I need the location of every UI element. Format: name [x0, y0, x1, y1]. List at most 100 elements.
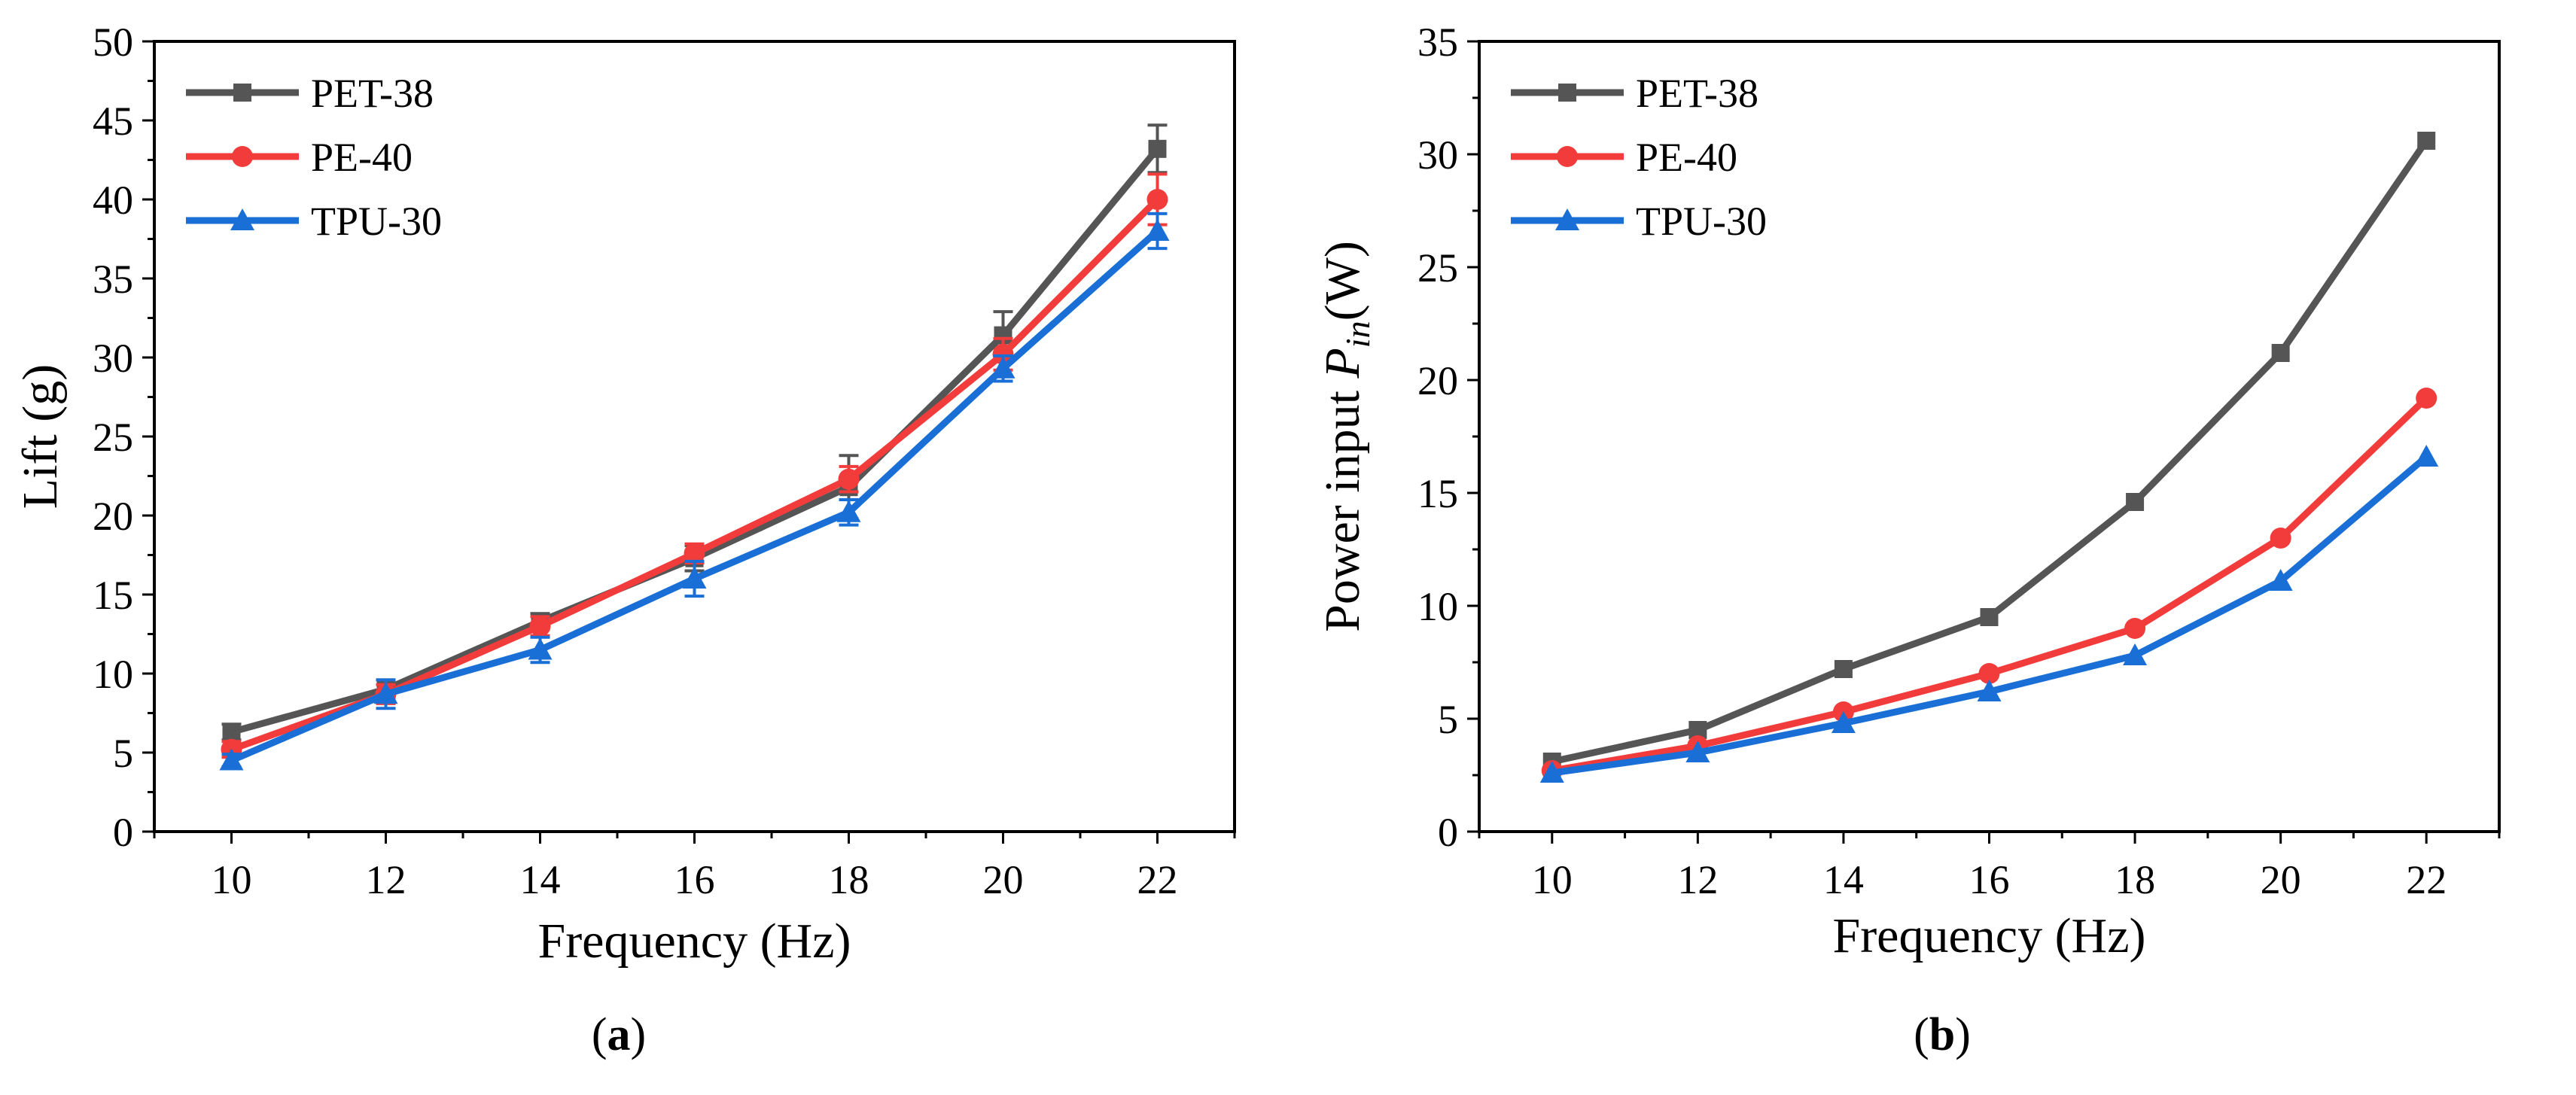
- x-tick-label: 14: [1823, 857, 1864, 902]
- series-pe-40: [221, 172, 1168, 760]
- data-point: [2124, 618, 2146, 639]
- y-tick-label: 10: [93, 652, 133, 697]
- data-point: [2126, 493, 2145, 511]
- data-point: [1685, 741, 1710, 762]
- panel-label-close: ): [631, 1009, 647, 1060]
- x-tick-label: 20: [983, 857, 1024, 902]
- data-point: [2416, 388, 2437, 409]
- series-tpu-30: [1539, 445, 2439, 783]
- data-point: [684, 543, 705, 564]
- chart-panel-b: 0 5 10 15 20 25 30 35 10 12 14 16 18 20 22 Frequency (H…: [1315, 20, 2501, 1060]
- x-tick-label: 18: [829, 857, 869, 902]
- data-point: [838, 468, 860, 490]
- legend-label: TPU-30: [311, 199, 442, 244]
- legend-marker: [232, 146, 253, 167]
- y-tick-label: 40: [93, 178, 133, 223]
- legend: PET-38 PE-40 TPU-30: [186, 71, 442, 244]
- x-tick-label: 18: [2115, 857, 2155, 902]
- y-axis-label: Power input Pin(W): [1315, 241, 1377, 632]
- data-point: [836, 500, 861, 522]
- x-tick-label: 16: [1969, 857, 2010, 902]
- y-tick-label: 25: [1417, 245, 1458, 290]
- legend: PET-38 PE-40 TPU-30: [1511, 71, 1767, 244]
- legend-marker: [1555, 208, 1579, 230]
- series-line: [1551, 395, 2429, 774]
- legend-label: PE-40: [311, 135, 413, 180]
- x-tick-label: 10: [1532, 857, 1573, 902]
- x-tick-label: 12: [1677, 857, 1718, 902]
- data-point: [1831, 711, 1856, 733]
- y-axis-label: Lift (g): [13, 364, 68, 509]
- y-tick-label: 30: [93, 336, 133, 381]
- data-point: [2270, 528, 2291, 549]
- data-point: [1145, 219, 1170, 241]
- y-tick-label: 0: [1438, 810, 1458, 855]
- x-axis-label: Frequency (Hz): [1833, 908, 2146, 963]
- data-point: [1978, 663, 2000, 684]
- y-axis-label-subscript: in: [1338, 321, 1377, 348]
- x-tick-label: 14: [520, 857, 561, 902]
- legend-label: PE-40: [1636, 135, 1737, 180]
- data-point: [2271, 344, 2290, 362]
- panel-label: (a): [592, 1009, 646, 1060]
- chart-panel-a: 0 5 10 15 20 25 30 35 40 45 50 10 12 14 16 18 20 22 Freque…: [13, 20, 1236, 1060]
- data-point: [1148, 139, 1167, 158]
- y-axis-label-suffix: (W): [1315, 241, 1370, 321]
- series-line: [230, 196, 1160, 753]
- legend-marker: [1558, 84, 1576, 102]
- x-tick-label: 20: [2261, 857, 2301, 902]
- panel-label-letter: a: [607, 1009, 631, 1060]
- x-tick-label: 22: [1137, 857, 1178, 902]
- panel-label-letter: b: [1929, 1009, 1955, 1060]
- y-tick-label: 35: [1417, 20, 1458, 65]
- series-pe-40: [1541, 388, 2437, 781]
- data-point: [1539, 761, 1564, 783]
- legend-marker: [1557, 146, 1578, 167]
- y-tick-label: 15: [93, 573, 133, 618]
- data-point: [219, 748, 244, 771]
- series-tpu-30: [219, 211, 1170, 771]
- legend-marker: [233, 84, 251, 102]
- legend-label: TPU-30: [1636, 199, 1767, 244]
- panel-label-open: (: [1914, 1009, 1929, 1060]
- y-tick-label: 25: [93, 415, 133, 460]
- x-tick-label: 12: [366, 857, 406, 902]
- data-point: [2417, 132, 2436, 150]
- y-tick-label: 30: [1417, 132, 1458, 178]
- y-tick-label: 45: [93, 99, 133, 144]
- data-point: [1977, 680, 2002, 701]
- y-tick-label: 0: [113, 810, 133, 855]
- x-tick-label: 16: [674, 857, 715, 902]
- data-point: [2414, 445, 2439, 467]
- legend-label: PET-38: [311, 71, 434, 116]
- legend-marker: [230, 208, 254, 230]
- panel-label-close: ): [1955, 1009, 1971, 1060]
- panel-label: (b): [1914, 1009, 1971, 1060]
- y-tick-label: 20: [1417, 358, 1458, 403]
- data-point: [682, 567, 707, 589]
- data-point: [1146, 189, 1168, 210]
- data-point: [1834, 660, 1853, 678]
- y-tick-label: 20: [93, 494, 133, 539]
- data-point: [991, 356, 1015, 379]
- x-tick-label: 22: [2406, 857, 2447, 902]
- plot-frame: [1478, 40, 2501, 833]
- data-point: [222, 722, 241, 741]
- data-point: [2123, 643, 2148, 665]
- data-point: [2268, 569, 2293, 591]
- y-tick-label: 5: [1438, 697, 1458, 742]
- y-axis-label-symbol: P: [1315, 348, 1370, 379]
- y-axis-label-prefix: Power input: [1315, 379, 1370, 632]
- legend-label: PET-38: [1636, 71, 1758, 116]
- x-axis-label: Frequency (Hz): [538, 914, 851, 969]
- data-point: [529, 616, 551, 637]
- data-point: [528, 637, 553, 660]
- panel-label-open: (: [592, 1009, 607, 1060]
- series-line: [230, 228, 1160, 764]
- y-tick-label: 50: [93, 20, 133, 65]
- y-tick-label: 5: [113, 731, 133, 776]
- x-tick-label: 10: [212, 857, 252, 902]
- y-tick-label: 15: [1417, 471, 1458, 516]
- data-point: [1980, 608, 1999, 626]
